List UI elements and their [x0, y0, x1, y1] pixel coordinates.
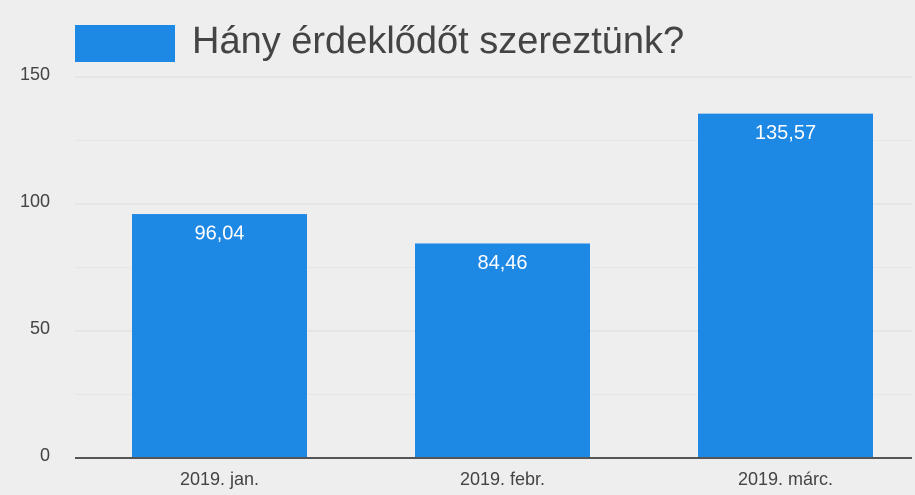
- bar: [415, 243, 590, 458]
- legend-label: Hány érdeklődőt szereztünk?: [192, 20, 684, 62]
- x-tick-label: 2019. márc.: [738, 469, 833, 489]
- y-tick-label: 50: [30, 318, 50, 338]
- x-tick-label: 2019. febr.: [460, 469, 545, 489]
- bar: [132, 214, 307, 458]
- y-tick-label: 150: [20, 64, 50, 84]
- bar: [698, 113, 873, 459]
- y-tick-label: 100: [20, 191, 50, 211]
- value-label: 135,57: [755, 122, 816, 144]
- x-tick-label: 2019. jan.: [180, 469, 259, 489]
- legend-swatch: [75, 25, 175, 62]
- value-label: 84,46: [477, 252, 527, 274]
- value-label: 96,04: [194, 222, 244, 244]
- y-tick-label: 0: [40, 445, 50, 465]
